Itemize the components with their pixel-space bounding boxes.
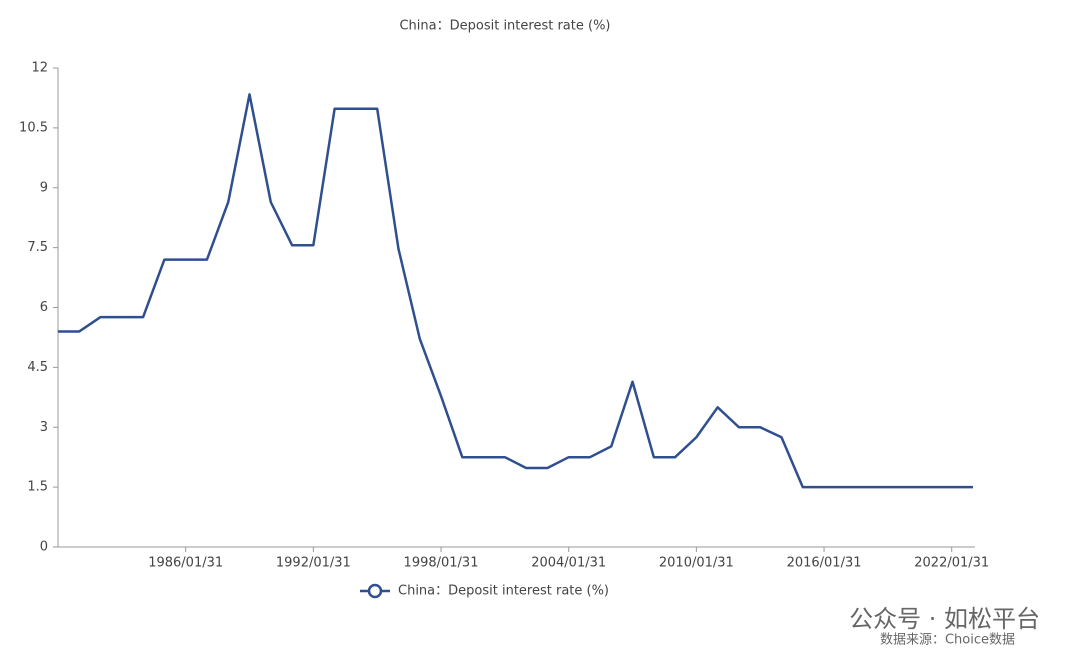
x-tick-label: 2010/01/31 xyxy=(659,556,734,571)
y-tick-label: 4.5 xyxy=(27,360,48,375)
x-tick-label: 1998/01/31 xyxy=(404,556,479,571)
y-tick-label: 0 xyxy=(40,540,48,555)
x-tick-label: 1986/01/31 xyxy=(148,556,223,571)
watermark: 公众号 · 如松平台 xyxy=(849,605,1040,633)
x-tick-label: 2004/01/31 xyxy=(531,556,606,571)
y-tick-label: 10.5 xyxy=(19,120,48,135)
x-tick-label: 1992/01/31 xyxy=(276,556,351,571)
y-tick-label: 3 xyxy=(40,420,48,435)
y-tick-label: 12 xyxy=(31,61,48,76)
series-line xyxy=(58,93,973,489)
y-tick-label: 7.5 xyxy=(27,240,48,255)
chart-title: China：Deposit interest rate (%) xyxy=(399,19,610,34)
x-tick-label: 2022/01/31 xyxy=(914,556,989,571)
y-tick-label: 6 xyxy=(40,300,48,315)
x-tick-label: 2016/01/31 xyxy=(787,556,862,571)
legend-marker xyxy=(367,583,383,599)
y-tick-label: 1.5 xyxy=(27,480,48,495)
y-tick-label: 9 xyxy=(40,180,48,195)
legend-label: China：Deposit interest rate (%) xyxy=(398,584,609,599)
source: 数据来源：Choice数据 xyxy=(880,633,1015,648)
